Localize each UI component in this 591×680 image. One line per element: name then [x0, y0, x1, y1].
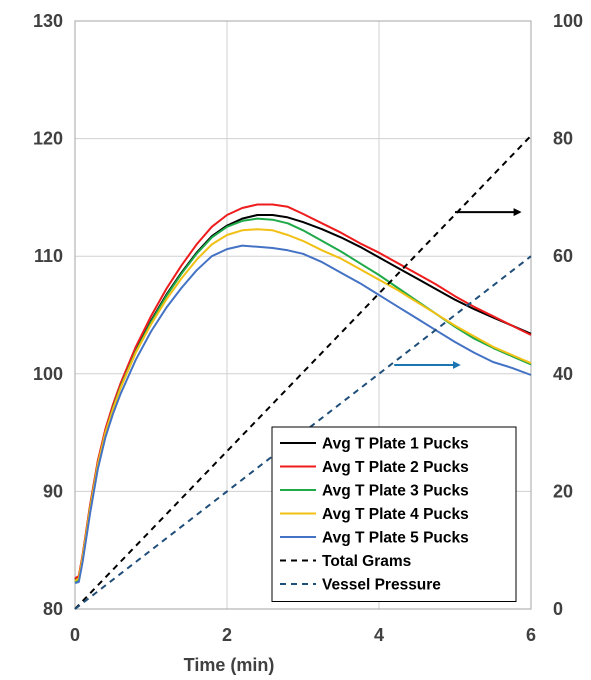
x-tick-label: 0 [70, 625, 80, 645]
grid [74, 20, 532, 610]
y-tick-label: 80 [43, 599, 63, 619]
x-tick-label: 6 [526, 625, 536, 645]
y2-tick-label: 60 [553, 246, 573, 266]
legend-entry: Avg T Plate 5 Pucks [322, 530, 469, 547]
y-tick-label: 120 [33, 129, 63, 149]
tick-labels: 80 90 100 110 120 130 0 20 40 60 80 100 0 2 4 6 [33, 11, 583, 645]
series-line-4 [74, 228, 532, 582]
plot-frame [74, 20, 532, 610]
y2-tick-label: 0 [553, 599, 563, 619]
legend-entry: Avg T Plate 3 Pucks [322, 483, 469, 500]
x-axis-title: Time (min) [184, 655, 275, 675]
legend-entry: Avg T Plate 4 Pucks [322, 506, 469, 523]
legend-entry: Avg T Plate 2 Pucks [322, 459, 469, 476]
y-tick-label: 110 [34, 246, 63, 266]
series-line-2 [74, 203, 532, 580]
annotations [394, 208, 522, 369]
x-tick-label: 4 [374, 625, 384, 645]
y2-tick-label: 80 [553, 129, 573, 149]
legend-entry: Total Grams [322, 553, 411, 570]
x-tick-label: 2 [222, 625, 232, 645]
y2-tick-label: 20 [553, 481, 573, 501]
y2-tick-label: 100 [553, 11, 583, 31]
legend: Avg T Plate 1 Pucks Avg T Plate 2 Pucks Av… [271, 426, 517, 602]
y-tick-label: 130 [33, 11, 63, 31]
series-line-5 [74, 244, 532, 585]
y-tick-label: 100 [33, 364, 63, 384]
legend-entry: Vessel Pressure [322, 577, 441, 594]
legend-entry: Avg T Plate 1 Pucks [322, 436, 469, 453]
y-tick-label: 90 [43, 481, 63, 501]
y2-tick-label: 40 [553, 364, 573, 384]
legend-box [271, 426, 517, 602]
